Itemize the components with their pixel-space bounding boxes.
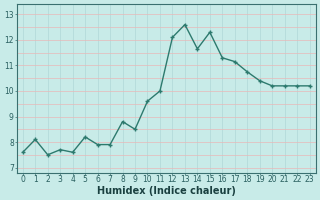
X-axis label: Humidex (Indice chaleur): Humidex (Indice chaleur) bbox=[97, 186, 236, 196]
